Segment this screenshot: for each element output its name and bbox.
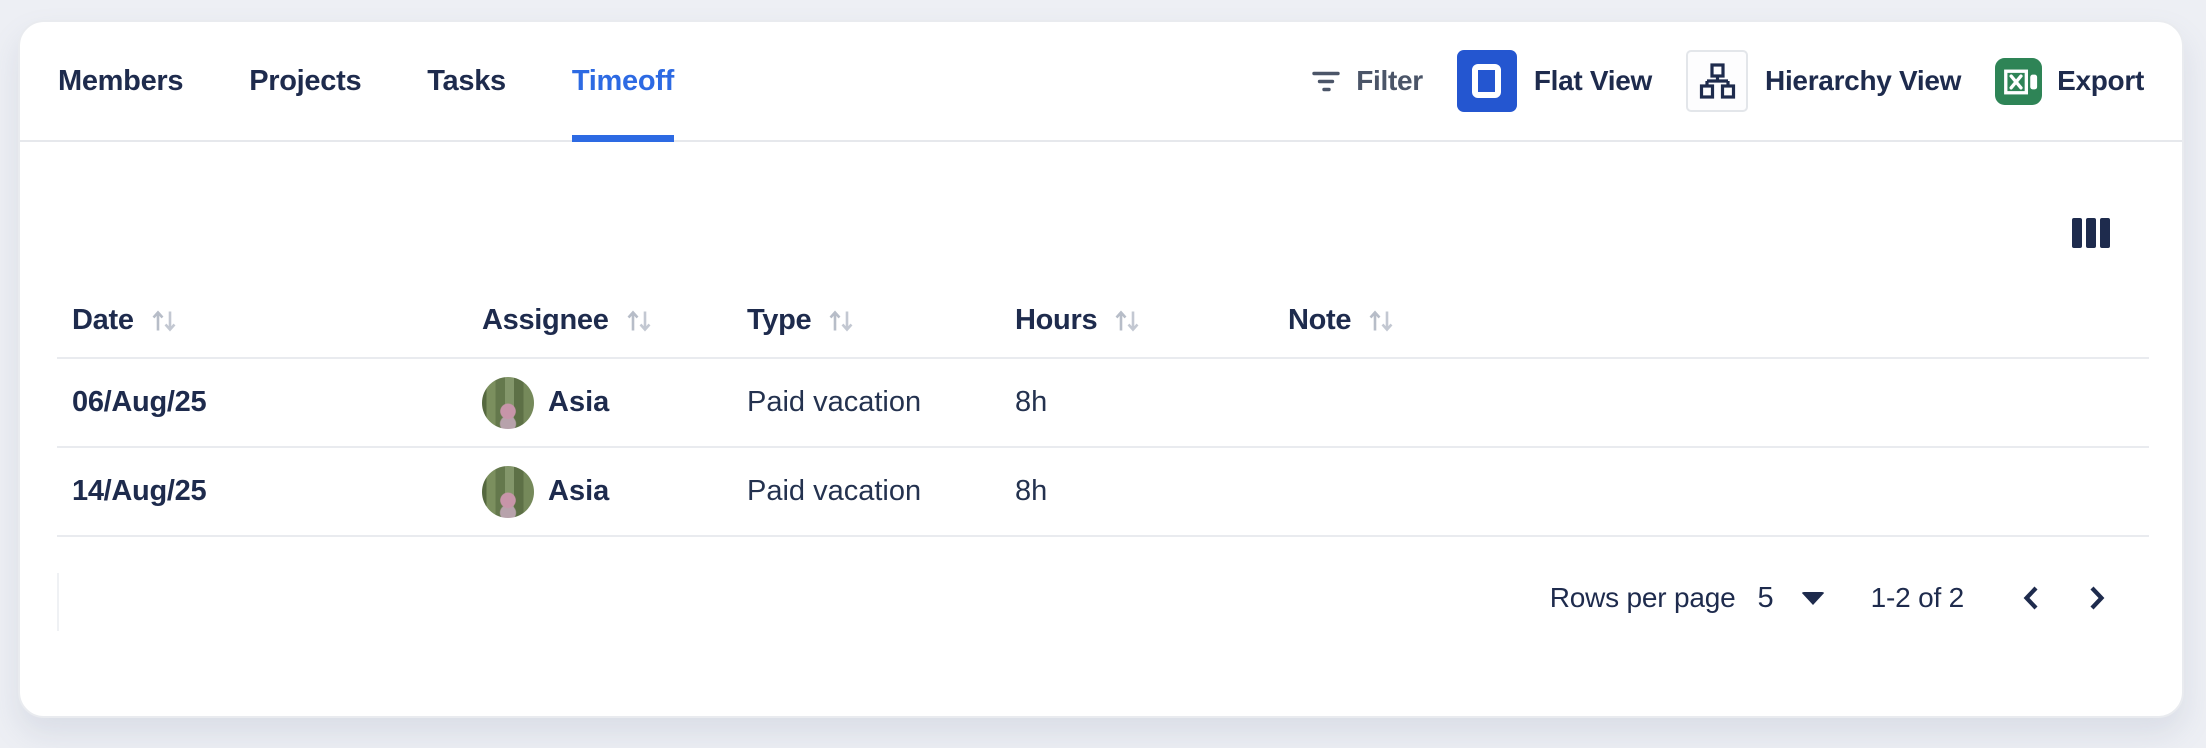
caret-down-icon (1800, 591, 1825, 605)
column-header-type[interactable]: Type (747, 248, 1015, 359)
sort-arrows-icon[interactable] (1366, 307, 1396, 335)
cell-note (1288, 358, 2149, 448)
flat-view-label: Flat View (1533, 65, 1653, 96)
view-controls: Filter Flat View Hierar (1309, 22, 2144, 140)
column-header-assignee[interactable]: Assignee (482, 248, 747, 359)
columns-icon[interactable] (2072, 218, 2110, 248)
tab-members[interactable]: Members (58, 64, 184, 97)
sort-arrows-icon[interactable] (624, 307, 654, 335)
cell-type: Paid vacation (747, 447, 1015, 537)
column-label: Type (747, 304, 812, 336)
sort-arrows-icon[interactable] (149, 307, 179, 335)
column-label: Hours (1015, 304, 1098, 336)
sort-arrows-icon[interactable] (1112, 307, 1142, 335)
excel-icon (1995, 57, 2043, 105)
filter-lines-icon (1309, 64, 1343, 98)
column-label: Date (72, 304, 134, 336)
assignee-name: Asia (548, 475, 610, 507)
hierarchy-view-label: Hierarchy View (1765, 65, 1962, 96)
pagination: Rows per page 5 1-2 of 2 (1550, 582, 2108, 615)
tab-projects[interactable]: Projects (249, 64, 362, 97)
export-label: Export (2057, 65, 2144, 96)
timeoff-panel: Members Projects Tasks Timeoff Filter F (18, 20, 2184, 718)
table-header-row: Date Assignee (57, 248, 2149, 359)
column-label: Assignee (482, 304, 609, 336)
column-header-note[interactable]: Note (1288, 248, 2149, 359)
table-row[interactable]: 06/Aug/25 Asia Paid vacation 8h (57, 358, 2149, 448)
avatar (482, 465, 534, 518)
column-header-hours[interactable]: Hours (1015, 248, 1288, 359)
table-footer: Rows per page 5 1-2 of 2 (57, 537, 2145, 659)
tab-timeoff[interactable]: Timeoff (571, 22, 674, 142)
rows-per-page-select[interactable]: 5 (1758, 582, 1825, 615)
previous-page-button[interactable] (2020, 583, 2042, 613)
avatar (482, 376, 534, 429)
pagination-range: 1-2 of 2 (1870, 582, 1965, 613)
cell-date: 14/Aug/25 (57, 447, 482, 537)
cell-assignee: Asia (482, 447, 747, 537)
tab-tasks[interactable]: Tasks (427, 64, 506, 97)
rows-per-page-value: 5 (1757, 581, 1774, 614)
flat-view-button[interactable]: Flat View (1456, 50, 1653, 112)
rows-per-page-label: Rows per page (1549, 582, 1736, 613)
tabs-bar: Members Projects Tasks Timeoff Filter F (20, 22, 2182, 142)
flat-square-icon (1456, 50, 1517, 112)
cell-hours: 8h (1015, 358, 1288, 448)
timeoff-table: Date Assignee (57, 248, 2149, 537)
cell-hours: 8h (1015, 447, 1288, 537)
sort-arrows-icon[interactable] (826, 307, 856, 335)
chevron-right-icon (2090, 586, 2105, 610)
sitemap-icon (1686, 50, 1749, 112)
cell-assignee: Asia (482, 358, 747, 448)
grid-toolbar (20, 218, 2182, 248)
assignee-name: Asia (548, 386, 610, 418)
column-label: Note (1288, 304, 1352, 336)
cell-type: Paid vacation (747, 358, 1015, 448)
tab-list: Members Projects Tasks Timeoff (58, 22, 674, 142)
chevron-left-icon (2023, 586, 2038, 610)
export-button[interactable]: Export (1995, 57, 2144, 105)
cell-date: 06/Aug/25 (57, 358, 482, 448)
filter-label: Filter (1356, 65, 1423, 96)
filter-button[interactable]: Filter (1309, 64, 1423, 98)
cell-note (1288, 447, 2149, 537)
column-header-date[interactable]: Date (57, 248, 482, 359)
hierarchy-view-button[interactable]: Hierarchy View (1686, 50, 1961, 112)
next-page-button[interactable] (2086, 583, 2108, 613)
table-row[interactable]: 14/Aug/25 Asia Paid vacation 8h (57, 447, 2149, 537)
